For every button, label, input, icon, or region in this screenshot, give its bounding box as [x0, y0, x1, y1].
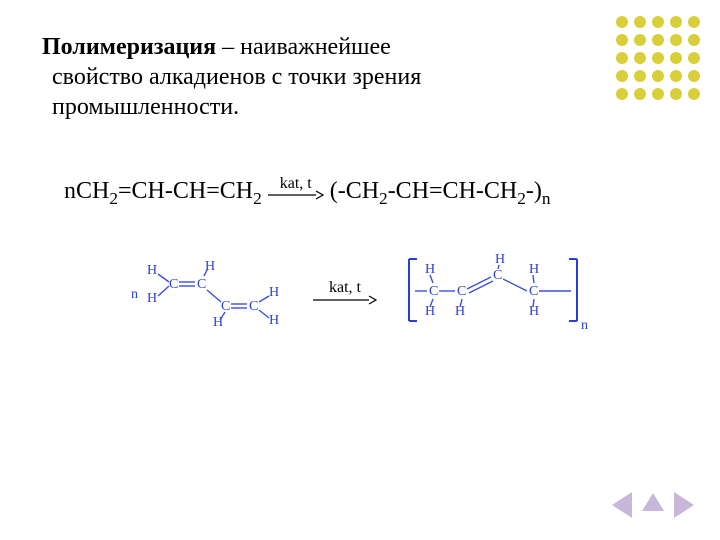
dot	[670, 70, 682, 82]
nav-prev-button[interactable]	[612, 492, 632, 518]
eq1-left-sub1: 2	[109, 189, 118, 208]
arrow-right-icon	[268, 190, 324, 200]
dot	[652, 16, 664, 28]
dot	[688, 70, 700, 82]
dot	[670, 34, 682, 46]
svg-text:H: H	[269, 313, 279, 328]
equation-structural: n C C C C H H	[42, 249, 678, 335]
monomer-structure: n C C C C H H	[125, 252, 295, 332]
svg-text:H: H	[147, 291, 157, 306]
eq1-right-sub1: 2	[379, 189, 388, 208]
nav-next-button[interactable]	[674, 492, 694, 518]
eq1-right-close: -)	[526, 178, 542, 204]
eq1-right-sub2: 2	[517, 189, 526, 208]
dot	[688, 34, 700, 46]
dot	[616, 16, 628, 28]
dot	[616, 88, 628, 100]
svg-text:C: C	[429, 284, 438, 299]
arrow-right-icon	[313, 295, 377, 305]
svg-text:H: H	[425, 262, 435, 277]
nav-home-button[interactable]	[642, 493, 664, 511]
dot	[634, 34, 646, 46]
dot	[652, 88, 664, 100]
svg-text:n: n	[131, 287, 138, 302]
svg-text:H: H	[269, 285, 279, 300]
dot	[616, 34, 628, 46]
slide: Полимеризация – наиважнейшее свойство ал…	[0, 0, 720, 540]
svg-text:H: H	[529, 304, 539, 319]
svg-text:C: C	[493, 268, 502, 283]
paragraph-heading: Полимеризация – наиважнейшее свойство ал…	[42, 32, 562, 122]
svg-text:C: C	[529, 284, 538, 299]
dot	[652, 70, 664, 82]
heading-line2: свойство алкадиенов с точки зрения	[42, 62, 562, 92]
svg-text:H: H	[495, 252, 505, 267]
svg-text:H: H	[147, 263, 157, 278]
dot	[652, 52, 664, 64]
dot	[688, 88, 700, 100]
svg-text:H: H	[529, 262, 539, 277]
dot	[652, 34, 664, 46]
eq1-right-open: (-CH	[330, 178, 379, 204]
decorative-dot-grid	[616, 16, 702, 102]
eq1-right-mid: -CH=CH-CH	[388, 178, 518, 204]
eq1-left-sub2: 2	[253, 189, 262, 208]
equation-text: nCH2=CH-CH=CH2 kat, t (-CH2-CH=CH-CH2-)n	[42, 178, 678, 205]
heading-dash: –	[216, 34, 240, 60]
dot	[670, 16, 682, 28]
polymer-structure: n C C C C H	[395, 249, 595, 335]
heading-bold: Полимеризация	[42, 34, 216, 60]
slide-nav	[612, 492, 694, 518]
eq2-arrow-label: kat, t	[329, 280, 361, 296]
svg-text:C: C	[221, 299, 230, 314]
eq1-arrow: kat, t	[268, 176, 324, 200]
svg-text:C: C	[197, 277, 206, 292]
dot	[688, 52, 700, 64]
eq1-right-outer-sub: n	[542, 189, 551, 208]
dot	[616, 52, 628, 64]
svg-text:C: C	[457, 284, 466, 299]
svg-text:C: C	[169, 277, 178, 292]
dot	[616, 70, 628, 82]
dot	[634, 52, 646, 64]
dot	[634, 16, 646, 28]
eq1-right: (-CH2-CH=CH-CH2-)n	[330, 178, 551, 205]
dot	[634, 88, 646, 100]
eq1-left: nCH2=CH-CH=CH2	[64, 178, 262, 205]
heading-rest1: наиважнейшее	[240, 34, 391, 60]
heading-line3: промышленности.	[42, 92, 562, 122]
dot	[670, 88, 682, 100]
svg-text:n: n	[581, 318, 588, 333]
eq1-left-pre: nCH	[64, 178, 109, 204]
dot	[634, 70, 646, 82]
svg-text:C: C	[249, 299, 258, 314]
eq1-left-mid: =CH-CH=CH	[118, 178, 253, 204]
dot	[688, 16, 700, 28]
dot	[670, 52, 682, 64]
eq2-arrow: kat, t	[313, 280, 377, 305]
